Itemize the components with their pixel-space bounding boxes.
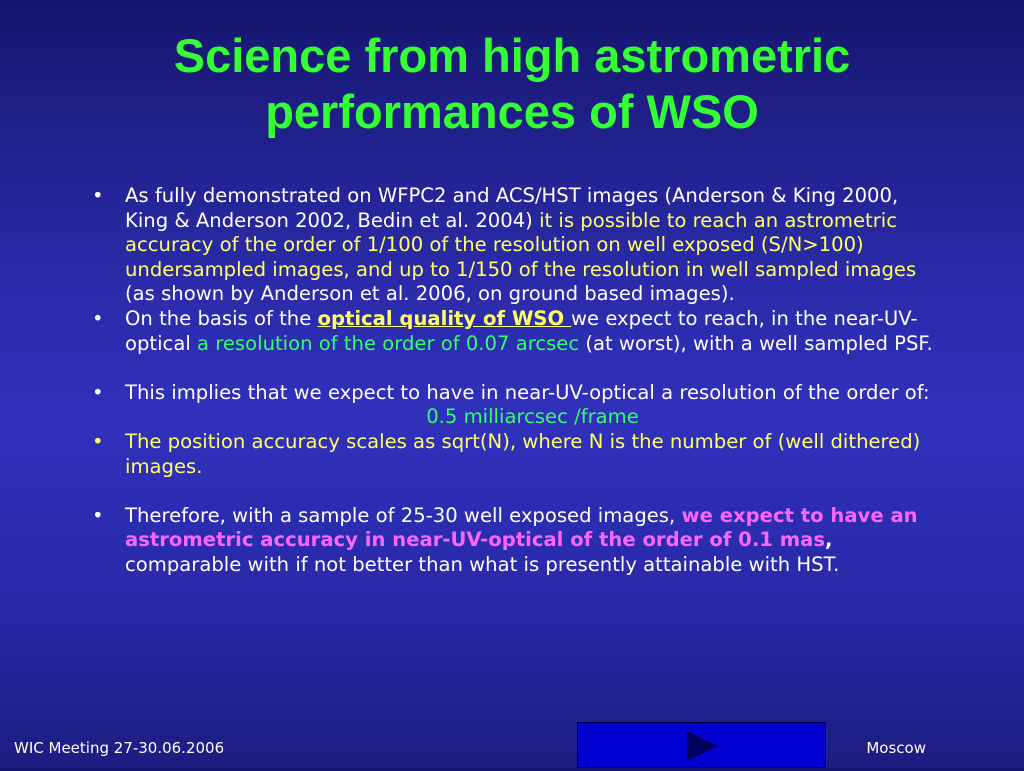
- bullet-dot: •: [92, 184, 104, 207]
- text-run: (at worst), with a well sampled PSF.: [579, 331, 933, 355]
- bullet-item: • This implies that we expect to have in …: [92, 381, 940, 406]
- text-run: a resolution of the order of 0.07 arcsec: [197, 331, 580, 355]
- next-arrow: [687, 731, 718, 761]
- footer-text: Moscow: [866, 739, 926, 757]
- bullet-dot: •: [92, 380, 104, 404]
- slide-title: Science from high astrometric performanc…: [0, 28, 1024, 140]
- bullet-dot: •: [92, 503, 104, 527]
- title-line: performances of WSO: [265, 85, 759, 138]
- bullet-dot: •: [92, 429, 104, 453]
- text-run: This implies that we expect to have in n…: [125, 380, 930, 404]
- next-slide-button[interactable]: [577, 722, 826, 768]
- bullet-item: • Therefore, with a sample of 25-30 well …: [92, 504, 940, 578]
- bullet-item: • The position accuracy scales as sqrt(N)…: [92, 430, 940, 479]
- centered-line: 0.5 milliarcsec /frame: [426, 405, 639, 429]
- text-run: The position accuracy scales as sqrt(N),…: [125, 429, 921, 478]
- bullet-item: • On the basis of the optical quality of …: [92, 307, 940, 356]
- text-run: we expect to have an astrometric accurac…: [125, 503, 918, 552]
- bullet-dot: •: [92, 306, 104, 330]
- text-run: As fully demonstrated on WFPC2 and ACS/H…: [125, 184, 899, 232]
- text-run: we expect to reach, in the near-UV-optic…: [125, 306, 918, 355]
- footer-text: WIC Meeting 27-30.06.2006: [14, 739, 225, 757]
- title-line: Science from high astrometric: [173, 29, 851, 82]
- text-run: ,: [825, 528, 833, 552]
- bullet-item: • As fully demonstrated on WFPC2 and ACS/…: [92, 184, 940, 307]
- text-run: (as shown by Anderson et al. 2006, on gr…: [125, 282, 735, 306]
- text-run: On the basis of the: [125, 306, 318, 330]
- bullet-list: • As fully demonstrated on WFPC2 and ACS/…: [92, 184, 940, 578]
- text-run: it is possible to reach an astrometric a…: [125, 208, 917, 281]
- text-run: comparable with if not better than what …: [125, 552, 840, 576]
- text-run: Therefore, with a sample of 25-30 well e…: [125, 503, 682, 527]
- text-run: optical quality of WSO: [317, 306, 572, 330]
